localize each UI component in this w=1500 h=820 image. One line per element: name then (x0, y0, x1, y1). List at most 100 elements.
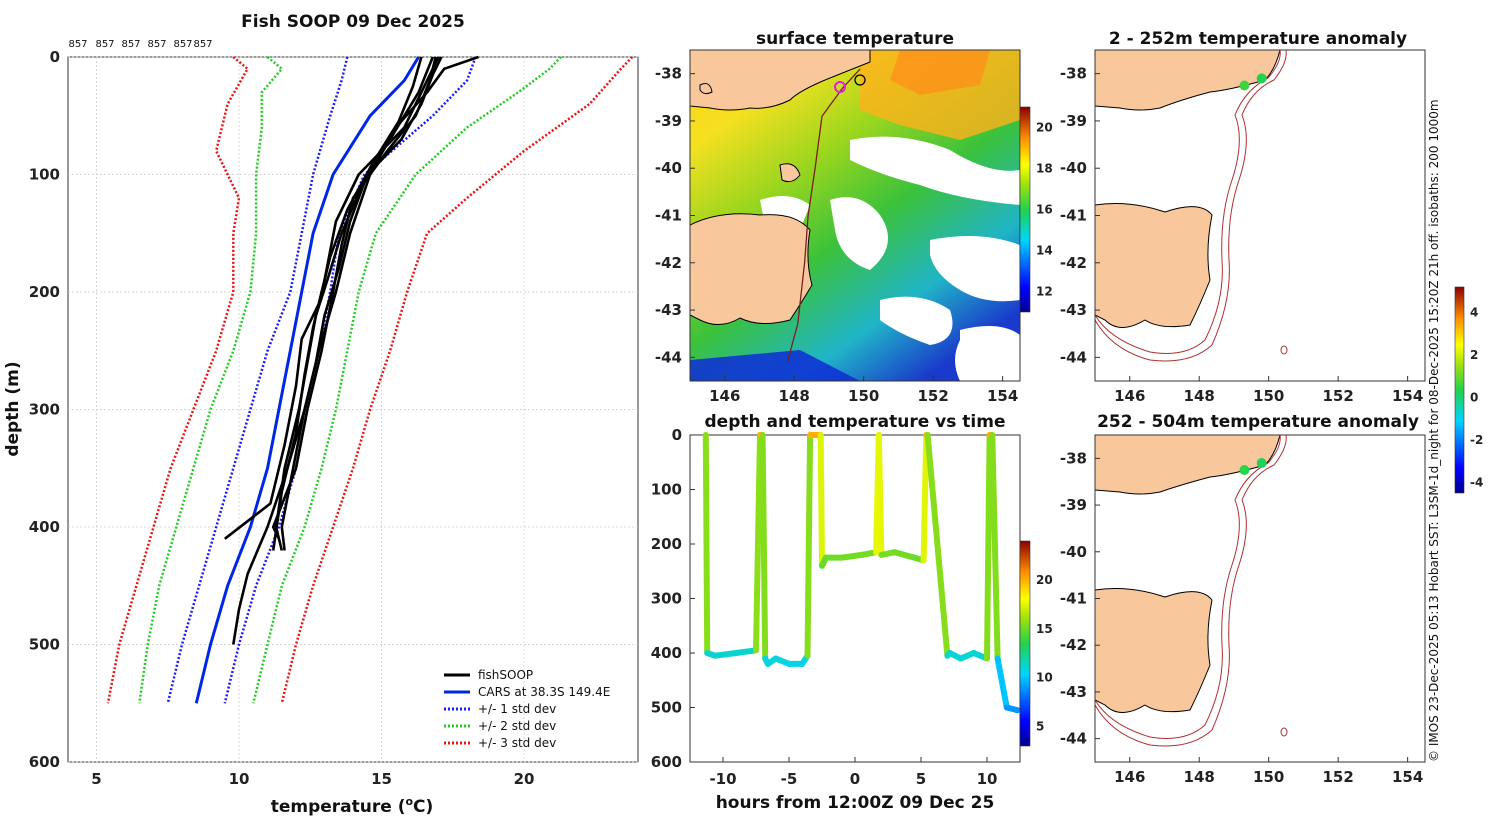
x-tick-label: 152 (1323, 768, 1354, 786)
credit-note: © IMOS 23-Dec-2025 05:13 Hobart SST: L3S… (1427, 99, 1441, 762)
sst-cold-patch (690, 350, 860, 381)
y-tick-label: -42 (1060, 636, 1087, 654)
sst-map-ticks: 146 148 150 152 154 -38 -39 -40 -41 -42 -43 -44 (655, 65, 1018, 405)
fishsoop-cast-line (274, 56, 435, 551)
x-tick-label: -5 (781, 770, 798, 788)
sst-cloud-gaps (760, 136, 1020, 381)
anomaly-lower-points (1239, 458, 1267, 475)
anomaly-lower-seamount (1280, 727, 1288, 737)
sst-map-panel: surface temperature 146 148 150 (655, 29, 1053, 405)
anomaly-upper-title: 2 - 252m temperature anomaly (1109, 29, 1407, 49)
colorbar-tick-label: -4 (1470, 475, 1483, 489)
y-tick-label: -40 (655, 159, 682, 177)
depth-time-track (702, 432, 1021, 714)
anomaly-upper-isobath-200 (1095, 50, 1281, 354)
anomaly-upper-panel: 2 - 252m temperature anomaly 146 148 150 15… (1060, 29, 1426, 405)
figure-title: Fish SOOP 09 Dec 2025 (241, 12, 465, 32)
y-tick-label: -44 (655, 348, 682, 366)
x-tick-label: -10 (709, 770, 736, 788)
y-tick-label: 0 (50, 48, 60, 66)
anomaly-upper-points (1239, 73, 1267, 91)
x-tick-label: 150 (1253, 768, 1284, 786)
x-tick-label: 146 (1114, 768, 1145, 786)
track-segment (924, 432, 951, 659)
track-segment (891, 549, 918, 561)
y-tick-label: -39 (1060, 112, 1087, 130)
colorbar-tick-label: 18 (1036, 162, 1053, 176)
y-tick-label: -38 (1060, 65, 1087, 83)
sst-tasmania (690, 213, 813, 325)
anomaly-upper-seamount (1280, 345, 1288, 355)
y-tick-label: 100 (29, 166, 60, 184)
profile-legend: fishSOOP CARS at 38.3S 149.4E +/- 1 std … (444, 668, 610, 750)
sst-victoria (690, 50, 871, 111)
y-tick-label: 0 (672, 426, 682, 444)
x-tick-label: 5 (91, 770, 101, 788)
legend-label-cars: CARS at 38.3S 149.4E (478, 685, 610, 699)
legend-label-fishsoop: fishSOOP (478, 668, 533, 682)
cast-id-label: 857 (95, 39, 114, 50)
track-segment (994, 655, 1010, 711)
anomaly-lower-mainland (1095, 435, 1281, 495)
anomaly-lower-canvas (1095, 435, 1425, 762)
anomaly-lower-isobath-1000 (1095, 435, 1287, 747)
std3-upper-line (280, 56, 634, 704)
y-tick-label: 600 (651, 753, 682, 771)
legend-label-std3: +/- 3 std dev (478, 736, 556, 750)
y-tick-label: -44 (1060, 730, 1087, 748)
y-tick-label: 600 (29, 753, 60, 771)
y-tick-label: 300 (29, 401, 60, 419)
y-tick-label: 500 (651, 699, 682, 717)
x-tick-label: 152 (1323, 387, 1354, 405)
colorbar-tick-label: 15 (1036, 622, 1053, 636)
x-tick-label: 20 (514, 770, 535, 788)
x-tick-label: 150 (848, 387, 879, 405)
track-segment (702, 432, 711, 656)
y-tick-label: -39 (655, 112, 682, 130)
x-tick-label: 148 (1184, 768, 1215, 786)
y-tick-label: -38 (655, 65, 682, 83)
y-tick-label: -42 (1060, 254, 1087, 272)
sst-cast-marker (834, 81, 846, 93)
colorbar-tick-label: 5 (1036, 719, 1044, 733)
depth-time-axes (689, 434, 1021, 763)
track-segment (984, 432, 993, 662)
track-segment (875, 432, 885, 558)
track-segment (759, 432, 769, 662)
x-tick-label: 148 (779, 387, 810, 405)
depth-time-title: depth and temperature vs time (705, 412, 1006, 432)
x-tick-label: 146 (709, 387, 740, 405)
colorbar-tick-label: 10 (1036, 671, 1053, 685)
colorbar-tick-label: 4 (1470, 305, 1478, 319)
sst-colorbar (1019, 106, 1031, 313)
depth-time-panel: depth and temperature vs time -10 -5 0 5 100… (651, 412, 1053, 813)
cast-id-label: 857 (193, 39, 212, 50)
cast-id-label: 857 (147, 39, 166, 50)
profile-lines (106, 55, 634, 704)
sst-ship-marker (854, 74, 866, 86)
track-segment (804, 432, 814, 659)
cast-id-label: 857 (121, 39, 140, 50)
anomaly-upper-mainland (1095, 50, 1281, 111)
sst-map-title: surface temperature (756, 29, 954, 49)
colorbar-tick-label: 14 (1036, 244, 1053, 258)
anomaly-point (1239, 465, 1250, 475)
fishsoop-cast-line (280, 56, 443, 551)
y-tick-label: 400 (651, 644, 682, 662)
anomaly-lower-isobath-200 (1095, 435, 1281, 739)
x-tick-label: 15 (371, 770, 392, 788)
track-segment (753, 432, 763, 654)
anomaly-lower-tasmania (1095, 588, 1213, 713)
anomaly-point (1256, 458, 1267, 468)
track-segment (838, 551, 865, 561)
std1-lower-line (166, 56, 349, 704)
x-tick-label: 154 (1392, 387, 1423, 405)
cast-id-labels: 857 857 857 857 857 857 (68, 39, 212, 50)
y-tick-label: 500 (29, 636, 60, 654)
x-tick-label: 152 (918, 387, 949, 405)
y-tick-label: -43 (1060, 683, 1087, 701)
profile-ylabel: depth (m) (3, 361, 23, 456)
